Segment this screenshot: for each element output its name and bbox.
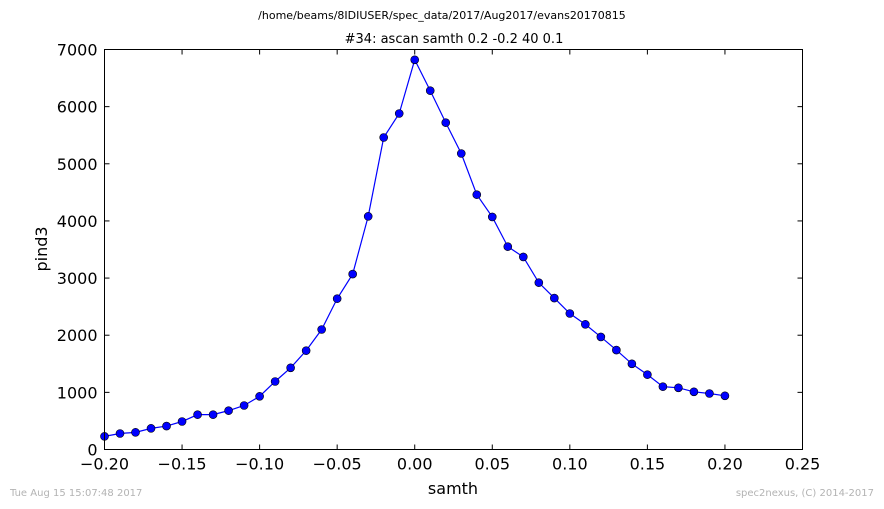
data-point <box>131 428 140 437</box>
y-tick-label: 5000 <box>57 155 98 174</box>
data-point <box>643 370 652 379</box>
x-axis-label: samth <box>428 479 478 498</box>
data-point <box>379 133 389 142</box>
data-point <box>518 252 528 262</box>
x-tick-label: −0.20 <box>80 455 129 474</box>
y-tick-label: 0 <box>87 441 97 460</box>
data-point <box>441 118 451 127</box>
chart-title: #34: ascan samth 0.2 -0.2 40 0.1 <box>345 32 564 47</box>
x-tick-label: 0.20 <box>707 455 743 474</box>
data-point <box>162 421 171 431</box>
data-point <box>394 109 404 118</box>
data-point <box>627 359 637 369</box>
x-tick-label: 0.00 <box>397 455 433 474</box>
data-point <box>705 389 714 398</box>
y-tick-label: 2000 <box>57 326 98 345</box>
x-tick-label: 0.15 <box>630 455 666 474</box>
plot-frame <box>104 49 803 450</box>
data-point <box>193 410 202 419</box>
data-point <box>115 429 125 438</box>
data-point <box>363 212 373 221</box>
data-point <box>270 377 280 386</box>
data-point <box>301 346 311 355</box>
data-point <box>658 382 668 391</box>
data-point <box>596 332 606 342</box>
data-point <box>503 242 513 251</box>
x-tick-label: −0.05 <box>313 455 362 474</box>
data-point <box>255 392 264 401</box>
x-tick-label: 0.05 <box>474 455 510 474</box>
data-point <box>332 294 342 303</box>
y-axis-label: pind3 <box>32 226 51 271</box>
data-point <box>472 190 482 199</box>
data-point <box>487 212 497 222</box>
data-point <box>208 410 218 419</box>
data-point <box>674 383 683 393</box>
data-point <box>550 293 559 303</box>
data-point <box>425 86 435 95</box>
copyright-footer: spec2nexus, (C) 2014-2017 <box>735 488 874 499</box>
data-point <box>286 363 295 373</box>
data-point <box>720 391 730 401</box>
x-tick-label: 0.10 <box>552 455 588 474</box>
data-point <box>534 278 544 287</box>
x-tick-label: −0.15 <box>158 455 207 474</box>
data-point <box>239 401 249 410</box>
timestamp-footer: Tue Aug 15 15:07:48 2017 <box>10 488 143 499</box>
data-point <box>410 55 420 65</box>
data-point <box>348 269 357 279</box>
y-tick-label: 7000 <box>57 41 98 60</box>
data-point <box>565 309 575 318</box>
y-tick-label: 3000 <box>57 269 98 288</box>
y-tick-label: 4000 <box>57 212 98 231</box>
data-point <box>581 320 590 329</box>
y-tick-label: 1000 <box>57 383 98 402</box>
data-point <box>177 417 187 426</box>
x-tick-label: 0.25 <box>785 455 821 474</box>
data-point <box>146 424 156 433</box>
data-point <box>689 387 699 397</box>
data-point <box>456 149 466 158</box>
data-point <box>317 325 326 334</box>
x-tick-label: −0.10 <box>235 455 284 474</box>
series-line <box>104 58 726 437</box>
y-tick-label: 6000 <box>57 98 98 117</box>
figure-suptitle: /home/beams/8IDIUSER/spec_data/2017/Aug2… <box>258 9 626 22</box>
data-point <box>612 345 621 355</box>
data-point <box>224 406 233 415</box>
